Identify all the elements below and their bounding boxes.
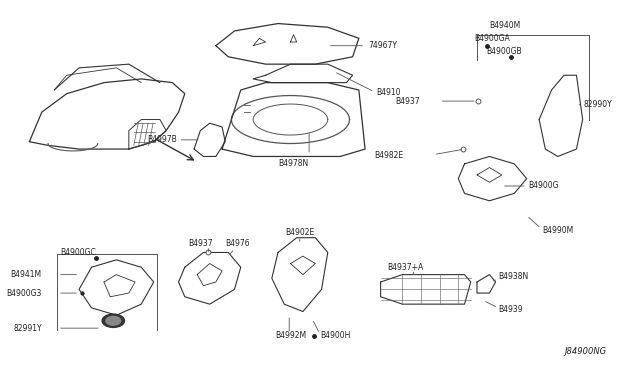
Text: B4976: B4976	[225, 239, 250, 248]
Circle shape	[106, 316, 121, 325]
Text: B4900G: B4900G	[529, 182, 559, 190]
Text: B4910: B4910	[376, 89, 401, 97]
Text: B4978N: B4978N	[278, 159, 308, 169]
Text: B4902E: B4902E	[285, 228, 314, 237]
Circle shape	[102, 314, 124, 327]
Text: B4937: B4937	[188, 239, 212, 248]
Text: B4941M: B4941M	[11, 270, 42, 279]
Text: J84900NG: J84900NG	[564, 347, 606, 356]
Text: 74967Y: 74967Y	[368, 41, 397, 50]
Text: B4900H: B4900H	[320, 331, 351, 340]
Text: B4900GC: B4900GC	[60, 248, 96, 257]
Text: B4982E: B4982E	[374, 151, 404, 160]
Text: B4992M: B4992M	[275, 331, 306, 340]
Text: B4937: B4937	[395, 97, 420, 106]
Text: 82990Y: 82990Y	[584, 100, 612, 109]
Text: B4939: B4939	[499, 305, 524, 314]
Text: B4900GB: B4900GB	[486, 47, 522, 56]
Text: B4900G3: B4900G3	[6, 289, 42, 298]
Text: B4900GA: B4900GA	[474, 34, 509, 43]
Text: 82991Y: 82991Y	[13, 324, 42, 333]
Text: B4990M: B4990M	[542, 226, 573, 235]
Text: B4997B: B4997B	[147, 135, 177, 144]
Text: B4938N: B4938N	[499, 272, 529, 281]
Text: B4940M: B4940M	[490, 21, 521, 30]
Text: B4937+A: B4937+A	[387, 263, 423, 272]
